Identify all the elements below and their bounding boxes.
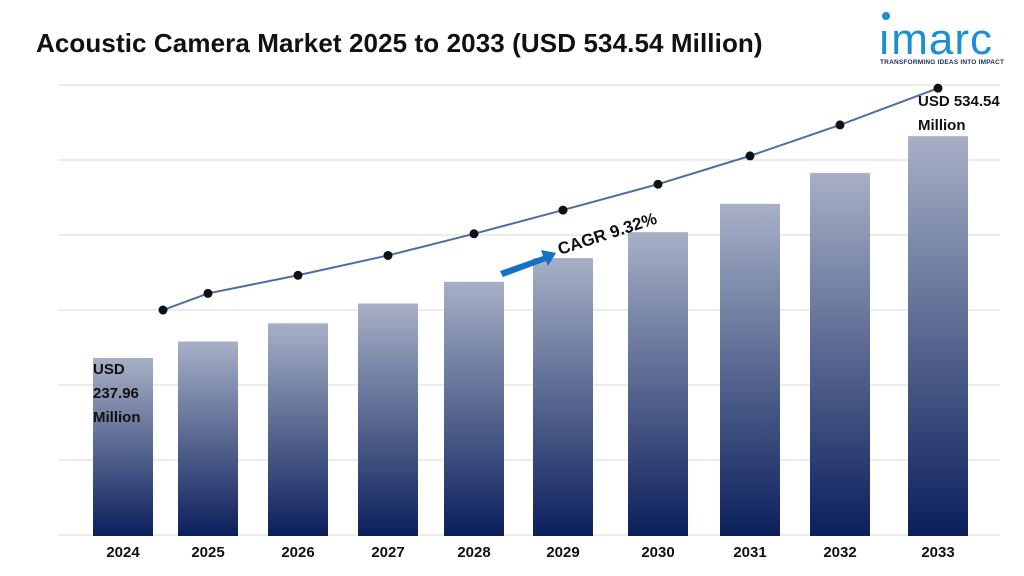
imarc-logo: ımarc TRANSFORMING IDEAS INTO IMPACT bbox=[878, 12, 1006, 68]
trend-point-2024 bbox=[158, 305, 168, 315]
logo-word: ımarc bbox=[878, 15, 993, 64]
trend-point-2033 bbox=[933, 83, 943, 93]
trend-point-2027 bbox=[383, 250, 393, 260]
trend-point-2028 bbox=[469, 229, 479, 239]
bar-2029 bbox=[533, 258, 593, 536]
end-value-label-0: USD 534.54 bbox=[918, 93, 1000, 110]
bar-2030 bbox=[628, 232, 688, 536]
x-tick-label-2030: 2030 bbox=[641, 544, 674, 561]
bar-2024 bbox=[93, 358, 153, 536]
x-tick-label-2032: 2032 bbox=[823, 544, 856, 561]
x-tick-label-2026: 2026 bbox=[281, 544, 314, 561]
trend-point-2029 bbox=[558, 205, 568, 215]
x-tick-label-2031: 2031 bbox=[733, 544, 766, 561]
bar-2026 bbox=[268, 323, 328, 536]
end-value-label-1: Million bbox=[918, 117, 966, 134]
logo-tagline: TRANSFORMING IDEAS INTO IMPACT bbox=[880, 59, 1005, 66]
bar-2028 bbox=[444, 281, 504, 536]
bar-2025 bbox=[178, 341, 238, 536]
bar-2031 bbox=[720, 203, 780, 536]
start-value-label-2: Million bbox=[93, 409, 141, 426]
x-tick-label-2028: 2028 bbox=[457, 544, 490, 561]
trend-point-2030 bbox=[653, 179, 663, 189]
logo-dot-icon bbox=[882, 12, 890, 20]
x-tick-label-2033: 2033 bbox=[921, 544, 954, 561]
cagr-arrow-icon bbox=[500, 250, 556, 277]
x-tick-label-2025: 2025 bbox=[191, 544, 224, 561]
trend-point-2025 bbox=[203, 288, 213, 298]
page-title: Acoustic Camera Market 2025 to 2033 (USD… bbox=[36, 28, 763, 58]
bar-2032 bbox=[810, 172, 870, 536]
bar-2027 bbox=[358, 303, 418, 536]
trend-point-2032 bbox=[835, 120, 845, 130]
x-tick-label-2027: 2027 bbox=[371, 544, 404, 561]
trend-point-2026 bbox=[293, 270, 303, 280]
start-value-label-1: 237.96 bbox=[93, 385, 139, 402]
trend-line bbox=[162, 87, 939, 311]
x-tick-label-2024: 2024 bbox=[106, 544, 140, 561]
bar-2033 bbox=[908, 136, 968, 537]
x-tick-label-2029: 2029 bbox=[546, 544, 579, 561]
trend-point-2031 bbox=[745, 151, 755, 161]
start-value-label-0: USD bbox=[93, 361, 125, 378]
